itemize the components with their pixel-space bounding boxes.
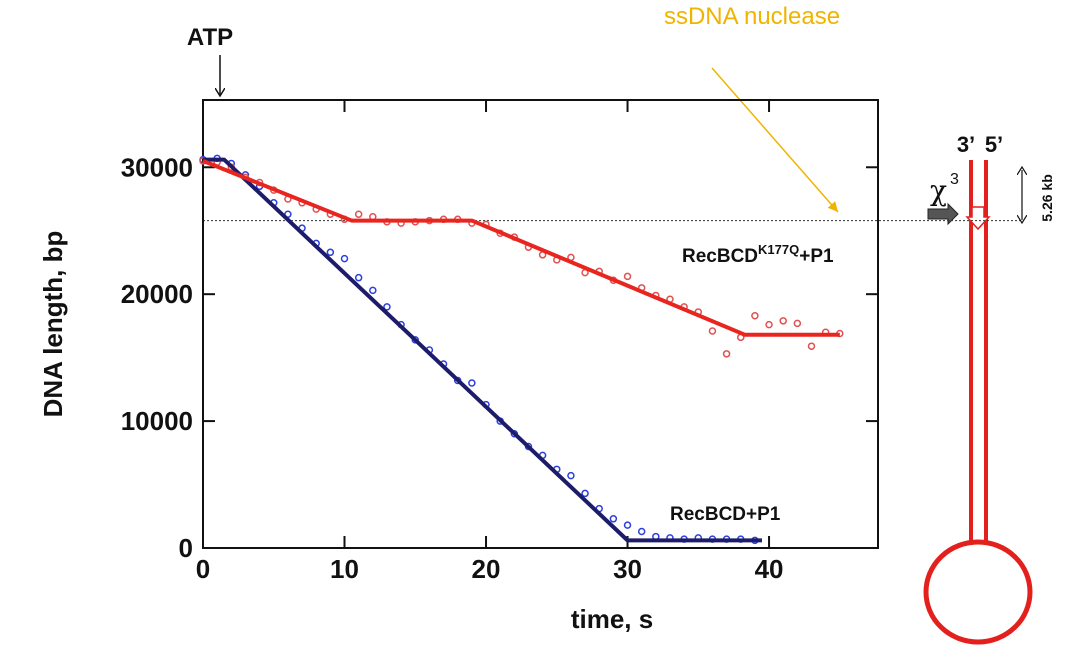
data-point — [581, 489, 589, 498]
data-point — [326, 248, 335, 257]
x-tick-label: 20 — [472, 554, 501, 584]
fit-line — [202, 159, 840, 337]
y-tick-label: 0 — [179, 533, 193, 563]
chi-label: χ — [930, 174, 947, 207]
data-point — [722, 350, 731, 358]
x-axis-label: time, s — [571, 604, 653, 634]
data-point — [369, 286, 377, 295]
data-point — [468, 379, 476, 387]
chi-sup: 3 — [950, 171, 959, 188]
data-point — [765, 320, 773, 329]
data-point — [779, 317, 787, 325]
data-point — [609, 515, 618, 523]
y-axis-label: DNA length, bp — [38, 231, 68, 418]
data-point — [807, 342, 816, 350]
data-point — [567, 471, 575, 480]
length-label: 5.26 kb — [1039, 174, 1055, 221]
nuclease-label: ssDNA nuclease — [664, 3, 840, 30]
data-point — [354, 210, 363, 218]
atp-label: ATP — [187, 24, 233, 51]
data-point — [708, 327, 717, 335]
fit-line — [203, 157, 762, 543]
y-tick-label: 20000 — [121, 279, 193, 309]
dna-diagram — [923, 160, 1033, 645]
series-label: RecBCD+P1 — [670, 504, 781, 525]
x-tick-label: 10 — [330, 554, 359, 584]
data-point — [623, 272, 632, 281]
series-label-base: RecBCD — [682, 246, 758, 267]
y-tick-label: 10000 — [121, 406, 193, 436]
data-point — [751, 312, 759, 320]
data-point — [383, 303, 391, 311]
end-5: 5’ — [985, 132, 1003, 157]
x-tick-label: 40 — [755, 554, 784, 584]
x-tick-label: 30 — [613, 554, 642, 584]
series-label-sup: K177Q — [758, 242, 799, 257]
nuclease-arrow — [711, 67, 839, 213]
data-point — [637, 527, 646, 536]
data-point — [793, 319, 802, 328]
data-point — [354, 273, 363, 282]
series-label-tail: +P1 — [799, 246, 834, 267]
y-tick-label: 30000 — [121, 152, 193, 182]
end-3: 3’ — [957, 132, 975, 157]
data-point — [623, 521, 632, 529]
x-tick-label: 0 — [196, 554, 210, 584]
data-point — [340, 254, 349, 263]
series-label: RecBCDK177Q+P1 — [682, 242, 834, 267]
plot-frame — [202, 99, 879, 549]
